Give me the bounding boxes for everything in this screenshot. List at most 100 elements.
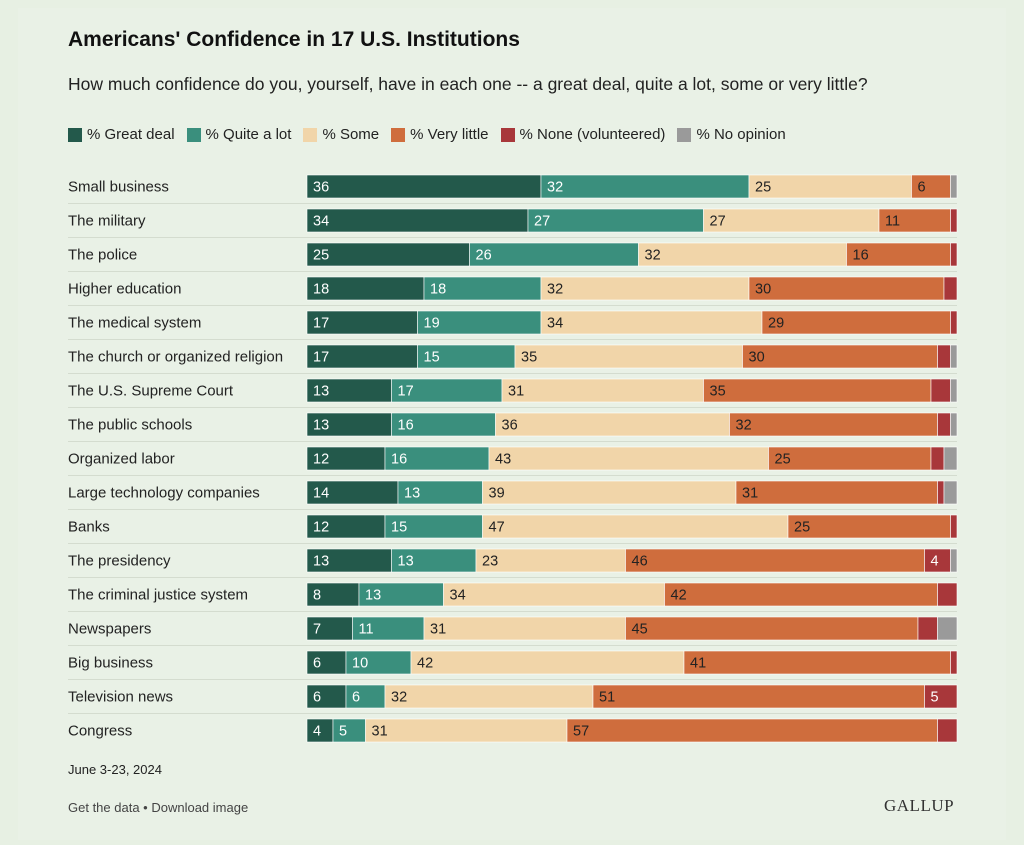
bar-segment (365, 718, 568, 743)
category-label: The criminal justice system (68, 587, 248, 604)
data-label: 15 (391, 520, 407, 536)
data-label: 13 (313, 554, 329, 570)
bar-segment (540, 174, 750, 199)
bar-segment (930, 446, 945, 471)
data-label: 32 (547, 282, 563, 298)
data-label: 30 (749, 350, 765, 366)
legend-label: % None (volunteered) (519, 126, 666, 143)
data-label: 32 (645, 248, 661, 264)
bar-segment (787, 514, 951, 539)
bar-segment (625, 616, 919, 641)
bar-segment (950, 412, 958, 437)
download-image-link[interactable]: Download image (151, 800, 249, 815)
category-label: The medical system (68, 315, 201, 332)
gallup-logo: GALLUP (884, 796, 955, 815)
bar-segment (540, 276, 750, 301)
bar-segment (943, 446, 958, 471)
data-label: 12 (313, 452, 329, 468)
bar-segment (950, 548, 958, 573)
data-label: 23 (482, 554, 498, 570)
data-label: 17 (313, 316, 329, 332)
legend-label: % Quite a lot (205, 126, 292, 143)
data-label: 46 (632, 554, 648, 570)
category-label: Congress (68, 723, 132, 740)
bar-segment (930, 378, 951, 403)
bar-segment (527, 208, 704, 233)
bar-segment (306, 174, 542, 199)
data-label: 19 (424, 316, 440, 332)
category-label: The military (68, 213, 146, 230)
bar-segment (761, 310, 951, 335)
data-label: 25 (775, 452, 791, 468)
bar-segment (592, 684, 925, 709)
bar-segment (937, 616, 958, 641)
bar-segment (638, 242, 847, 267)
bar-segment (943, 276, 958, 301)
data-label: 31 (742, 486, 758, 502)
bar-segment (748, 276, 945, 301)
data-label: 42 (671, 588, 687, 604)
bar-segment (703, 378, 932, 403)
bar-segment (729, 412, 938, 437)
data-label: 57 (573, 724, 589, 740)
data-label: 12 (313, 520, 329, 536)
data-label: 18 (313, 282, 329, 298)
bar-segment (482, 514, 789, 539)
legend-swatch (500, 127, 515, 142)
data-label: 39 (489, 486, 505, 502)
legend-label: % Great deal (87, 126, 175, 143)
bar-segment (735, 480, 938, 505)
legend-label: % No opinion (696, 126, 786, 143)
bar-segment (950, 514, 958, 539)
data-label: 27 (710, 214, 726, 230)
category-label: Banks (68, 519, 110, 536)
legend-item: % Some (303, 126, 379, 143)
legend-swatch (677, 127, 692, 142)
bar-segment (501, 378, 704, 403)
data-label: 17 (398, 384, 414, 400)
get-data-link[interactable]: Get the data (68, 800, 140, 815)
data-label: 4 (313, 724, 321, 740)
data-label: 16 (398, 418, 414, 434)
data-label: 11 (359, 622, 374, 638)
bar-segment (423, 616, 626, 641)
legend-label: % Some (322, 126, 380, 143)
data-label: 34 (450, 588, 466, 604)
bar-segment (950, 208, 958, 233)
data-label: 43 (495, 452, 511, 468)
data-label: 25 (755, 180, 771, 196)
category-label: The police (68, 247, 137, 264)
bar-segment (937, 718, 958, 743)
bar-segment (950, 650, 958, 675)
bar-segment (566, 718, 938, 743)
bar-segment (482, 480, 737, 505)
bar-segment (410, 650, 685, 675)
category-label: The public schools (68, 417, 192, 434)
bar-segment (950, 344, 958, 369)
bar-segment (703, 208, 880, 233)
data-label: 45 (632, 622, 648, 638)
data-label: 8 (313, 588, 321, 604)
legend-swatch (303, 127, 318, 142)
data-label: 29 (768, 316, 784, 332)
data-label: 13 (313, 384, 329, 400)
data-label: 4 (931, 554, 939, 570)
bar-segment (306, 208, 529, 233)
legend-item: % Quite a lot (186, 126, 292, 143)
bar-segment (924, 684, 958, 709)
data-label: 13 (398, 554, 414, 570)
bar-segment (488, 446, 769, 471)
bar-segment (937, 344, 951, 369)
data-label: 5 (339, 724, 347, 740)
data-label: 31 (372, 724, 388, 740)
data-label: 34 (547, 316, 563, 332)
legend-item: % Very little (391, 126, 489, 143)
category-label: Large technology companies (68, 485, 260, 502)
category-label: Big business (68, 655, 153, 672)
data-label: 6 (313, 656, 321, 672)
data-label: 6 (352, 690, 360, 706)
data-label: 16 (853, 248, 869, 264)
data-label: 32 (391, 690, 407, 706)
data-label: 41 (690, 656, 706, 672)
legend-swatch (68, 127, 82, 142)
